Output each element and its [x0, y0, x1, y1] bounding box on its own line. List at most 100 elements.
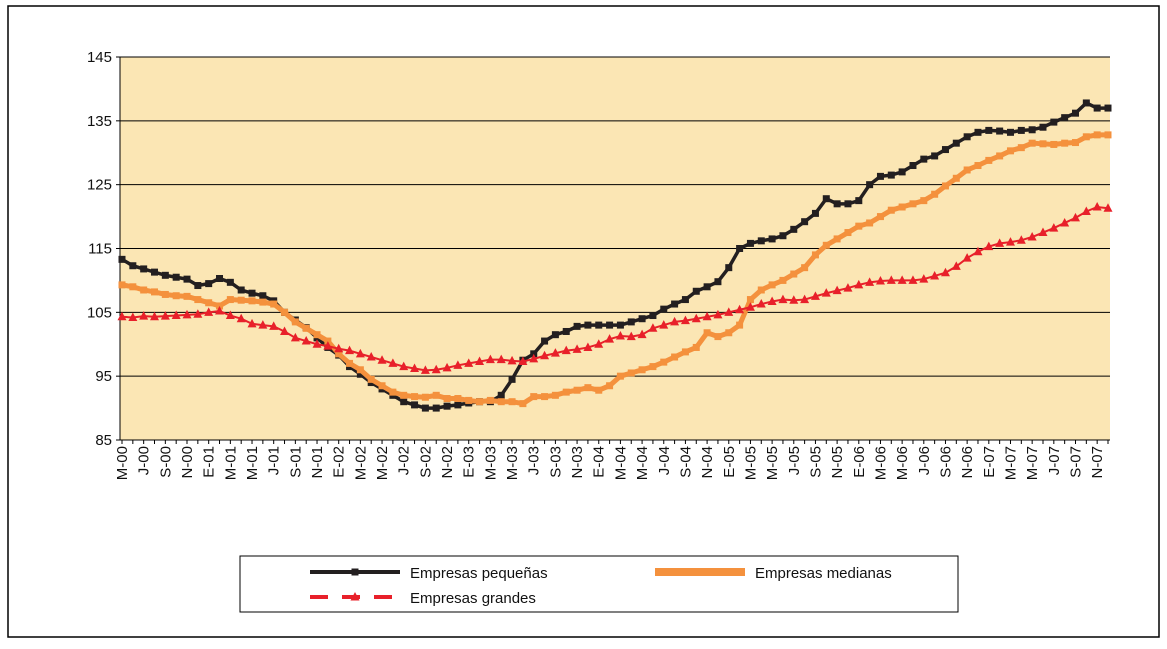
legend-marker: [351, 568, 359, 576]
point-marker: [562, 327, 570, 335]
point-marker: [811, 251, 819, 259]
point-marker: [389, 388, 397, 396]
point-marker: [660, 358, 668, 366]
point-marker: [1093, 131, 1101, 139]
point-marker: [541, 393, 549, 401]
point-marker: [779, 276, 787, 284]
point-marker: [205, 280, 213, 288]
point-marker: [465, 396, 473, 404]
y-tick-label: 135: [87, 113, 112, 130]
point-marker: [572, 344, 582, 353]
point-marker: [996, 152, 1004, 160]
x-tick-label: M-04: [634, 446, 651, 480]
point-marker: [898, 203, 906, 211]
point-marker: [963, 133, 971, 141]
point-marker: [1028, 126, 1036, 134]
point-marker: [790, 225, 798, 233]
point-marker: [421, 404, 429, 412]
point-marker: [183, 275, 191, 283]
x-tick-label: E-06: [851, 446, 868, 478]
x-tick-label: J-02: [396, 446, 413, 475]
point-marker: [1050, 118, 1058, 126]
point-marker: [627, 318, 635, 326]
point-marker: [951, 261, 961, 270]
point-marker: [681, 296, 689, 304]
x-tick-label: S-07: [1067, 446, 1084, 478]
point-marker: [140, 265, 148, 273]
point-marker: [432, 404, 440, 412]
point-marker: [606, 382, 614, 390]
point-marker: [887, 171, 895, 179]
point-marker: [259, 298, 267, 306]
point-marker: [541, 337, 549, 345]
point-marker: [767, 296, 777, 305]
x-tick-label: M-05: [764, 446, 781, 480]
point-marker: [757, 237, 765, 245]
x-tick-label: M-06: [894, 446, 911, 480]
point-marker: [931, 152, 939, 160]
point-marker: [411, 401, 419, 409]
legend-label: Empresas medianas: [755, 565, 892, 582]
point-marker: [508, 398, 516, 406]
x-tick-label: J-03: [526, 446, 543, 475]
point-marker: [497, 391, 505, 399]
point-marker: [118, 281, 126, 289]
point-marker: [216, 275, 224, 283]
point-marker: [1103, 203, 1113, 212]
point-marker: [118, 255, 126, 263]
point-marker: [985, 156, 993, 164]
point-marker: [833, 200, 841, 208]
point-marker: [713, 309, 723, 319]
point-marker: [161, 290, 169, 298]
x-tick-label: E-02: [331, 446, 348, 478]
point-marker: [930, 270, 940, 280]
point-marker: [595, 321, 603, 329]
point-marker: [129, 262, 137, 270]
x-tick-label: N-01: [309, 446, 326, 479]
point-marker: [432, 391, 440, 399]
point-marker: [768, 235, 776, 243]
point-marker: [356, 370, 364, 378]
point-marker: [129, 283, 137, 291]
point-marker: [810, 291, 820, 300]
point-marker: [1005, 237, 1015, 246]
point-marker: [1082, 133, 1090, 141]
point-marker: [627, 369, 635, 377]
point-marker: [832, 285, 842, 295]
y-tick-label: 95: [95, 368, 112, 385]
x-tick-label: M-01: [244, 446, 261, 480]
point-marker: [399, 361, 409, 371]
point-marker: [236, 313, 246, 323]
x-tick-label: M-04: [612, 446, 629, 480]
point-marker: [301, 336, 311, 345]
x-tick-label: J-06: [916, 446, 933, 475]
point-marker: [908, 275, 918, 284]
point-marker: [996, 127, 1004, 135]
point-marker: [1071, 139, 1079, 147]
point-marker: [920, 155, 928, 163]
point-marker: [876, 172, 884, 180]
point-marker: [1027, 232, 1037, 241]
point-marker: [497, 398, 505, 406]
point-marker: [649, 312, 657, 320]
point-marker: [974, 162, 982, 170]
point-marker: [171, 310, 181, 320]
point-marker: [290, 332, 300, 342]
point-marker: [454, 395, 462, 403]
point-marker: [833, 235, 841, 243]
point-marker: [866, 219, 874, 227]
point-marker: [843, 283, 853, 292]
point-marker: [270, 300, 278, 308]
point-marker: [443, 395, 451, 403]
point-marker: [378, 382, 386, 390]
point-marker: [649, 363, 657, 371]
point-marker: [1006, 128, 1014, 136]
point-marker: [160, 311, 170, 320]
point-marker: [952, 139, 960, 147]
point-marker: [248, 289, 256, 297]
point-marker: [454, 401, 462, 409]
point-marker: [400, 391, 408, 399]
point-marker: [962, 253, 972, 262]
point-marker: [681, 348, 689, 356]
